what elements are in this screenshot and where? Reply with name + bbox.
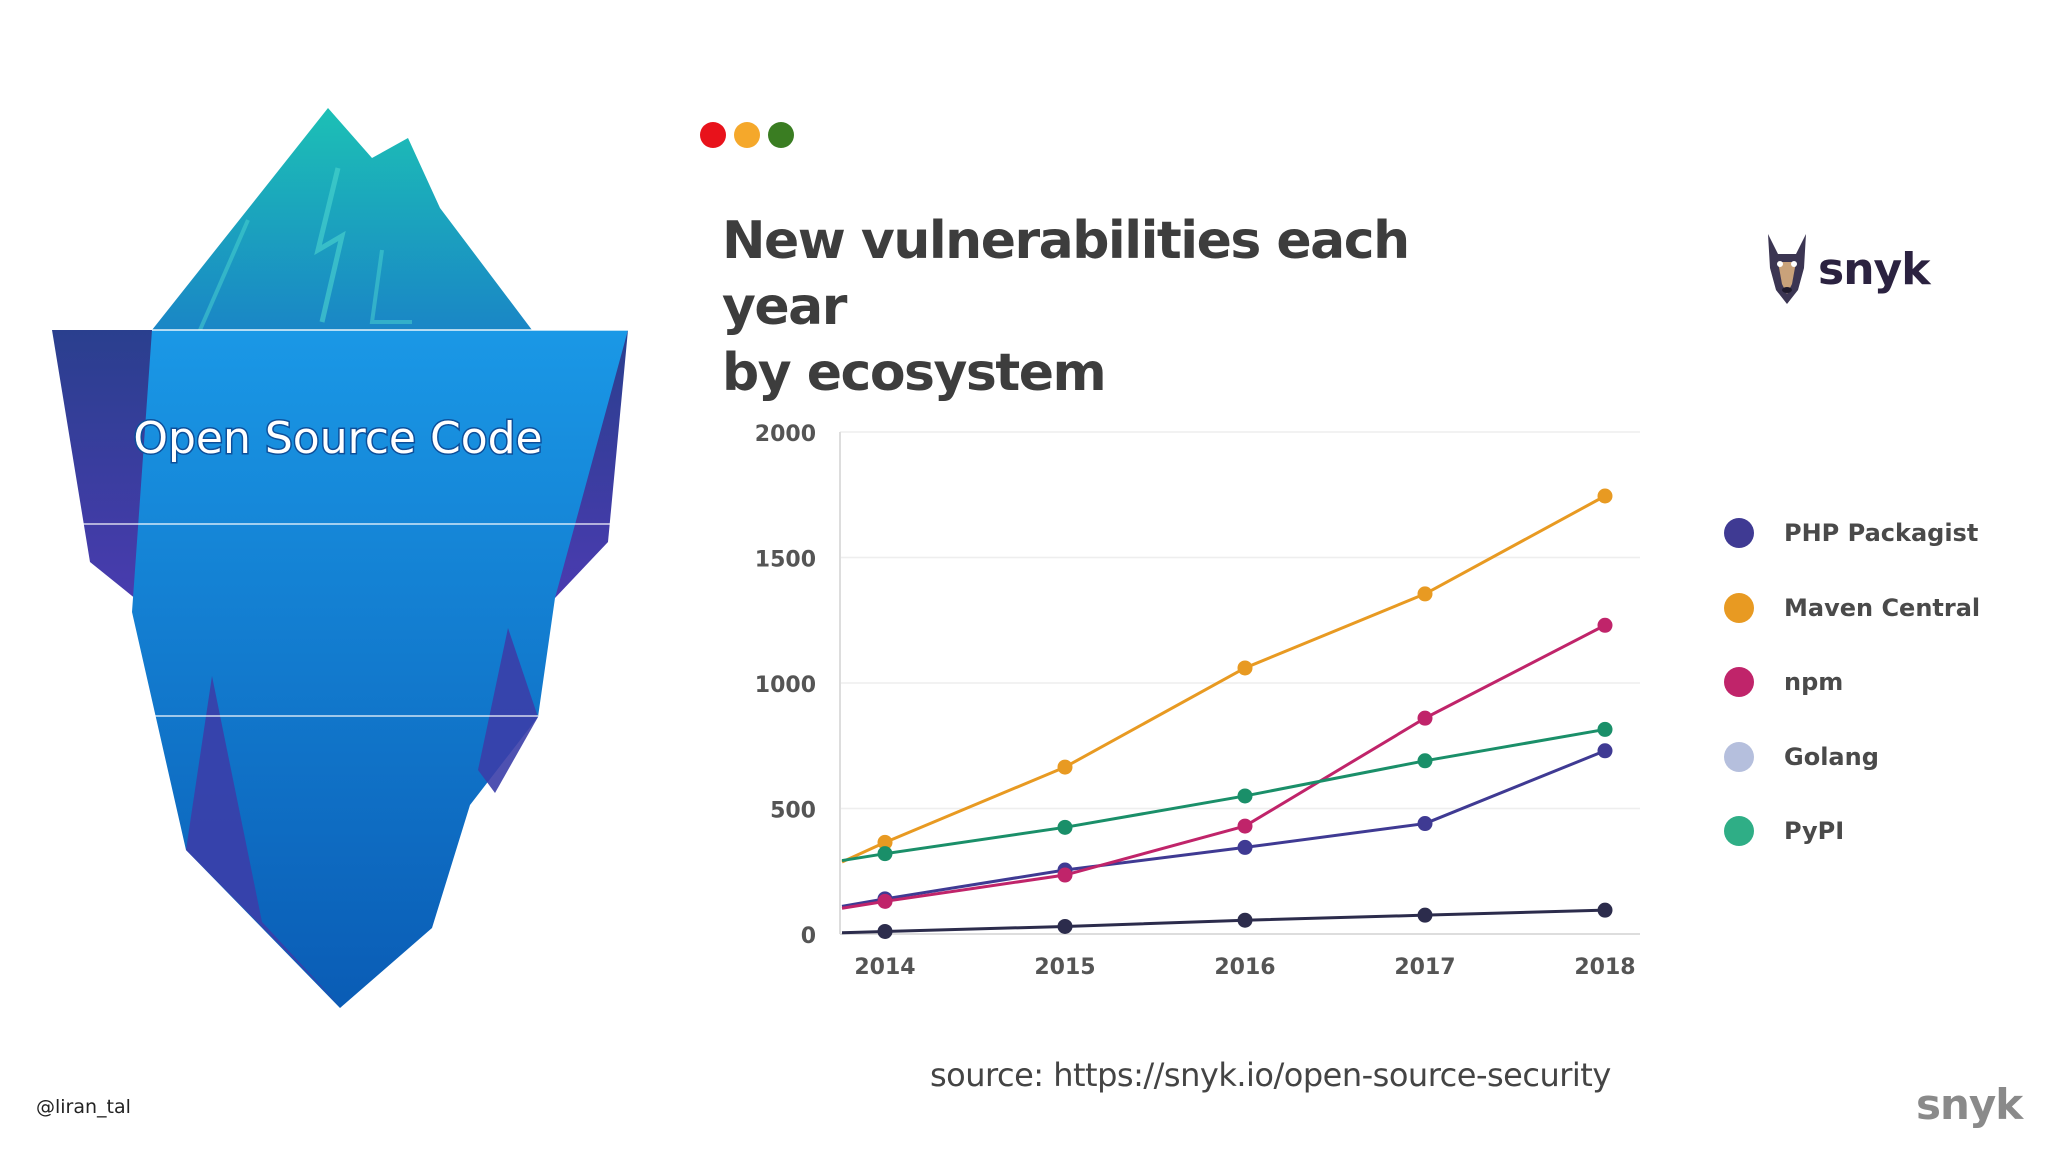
y-tick-label: 1500 [755, 548, 816, 573]
data-point [877, 923, 893, 939]
x-tick-label: 2018 [1574, 955, 1635, 980]
snyk-brand: snyk [1762, 232, 1930, 306]
legend-item-golang: Golang [1724, 720, 1980, 795]
legend-label: Maven Central [1784, 593, 1981, 622]
data-point [1237, 818, 1253, 834]
data-point [1597, 488, 1613, 504]
data-point [877, 846, 893, 862]
data-point [1057, 819, 1073, 835]
doberman-logo-icon [1768, 234, 1806, 304]
chart-title-line-1: New vulnerabilities each year [722, 211, 1410, 337]
footer-logo: snyk [1916, 1080, 2023, 1129]
series-line-4 [841, 727, 1606, 863]
chart-title-line-2: by ecosystem [722, 343, 1107, 403]
data-point [877, 834, 893, 850]
x-tick-label: 2017 [1394, 955, 1455, 980]
data-point [1417, 816, 1433, 832]
data-point [1597, 902, 1613, 918]
data-point [1417, 710, 1433, 726]
legend-swatch [1724, 741, 1754, 772]
legend-item-php-packagist: PHP Packagist [1724, 496, 1980, 571]
data-point [1057, 759, 1073, 775]
y-tick-label: 500 [770, 799, 816, 824]
iceberg-label: Open Source Code [133, 413, 542, 464]
series-line-0 [841, 749, 1606, 908]
legend-swatch [1724, 518, 1754, 549]
chart-title: New vulnerabilities each year by ecosyst… [722, 208, 1542, 406]
chart-legend: PHP Packagist Maven Central npm Golang P… [1724, 496, 1980, 869]
legend-swatch [1724, 592, 1754, 623]
data-point [1237, 660, 1253, 676]
series-line-3 [841, 908, 1606, 935]
legend-item-maven-central: Maven Central [1724, 571, 1980, 646]
data-point [877, 893, 893, 909]
x-tick-label: 2014 [854, 955, 915, 980]
data-point [1597, 743, 1613, 759]
window-dots [700, 122, 794, 148]
green-dot-icon [768, 122, 794, 148]
data-point [1237, 912, 1253, 928]
data-point [1597, 721, 1613, 737]
data-point [1237, 788, 1253, 804]
y-tick-label: 2000 [755, 422, 816, 447]
legend-label: PyPI [1784, 817, 1845, 846]
data-point [1597, 617, 1613, 633]
y-tick-label: 0 [801, 924, 816, 949]
legend-item-pypi: PyPI [1724, 794, 1980, 869]
author-handle: @liran_tal [36, 1096, 131, 1118]
x-tick-label: 2016 [1214, 955, 1275, 980]
iceberg-illustration: Open Source Code [52, 108, 628, 1008]
data-point [1417, 907, 1433, 923]
legend-swatch [1724, 667, 1754, 698]
line-chart: 0 500 1000 1500 2000 2014 2015 2016 2017 2018 [755, 422, 1640, 980]
legend-label: PHP Packagist [1784, 519, 1979, 548]
data-point [1057, 867, 1073, 883]
yellow-dot-icon [734, 122, 760, 148]
series-line-1 [841, 494, 1606, 864]
legend-swatch [1724, 816, 1754, 847]
red-dot-icon [700, 122, 726, 148]
data-point [1057, 918, 1073, 934]
data-point [1417, 753, 1433, 769]
legend-item-npm: npm [1724, 645, 1980, 720]
brand-name: snyk [1818, 243, 1930, 295]
y-tick-label: 1000 [755, 673, 816, 698]
legend-label: npm [1784, 668, 1844, 697]
data-point [1417, 586, 1433, 602]
data-point [1237, 839, 1253, 855]
x-tick-label: 2015 [1034, 955, 1095, 980]
series-line-2 [841, 623, 1606, 910]
legend-label: Golang [1784, 742, 1879, 771]
source-text: source: https://snyk.io/open-source-secu… [930, 1056, 1611, 1094]
